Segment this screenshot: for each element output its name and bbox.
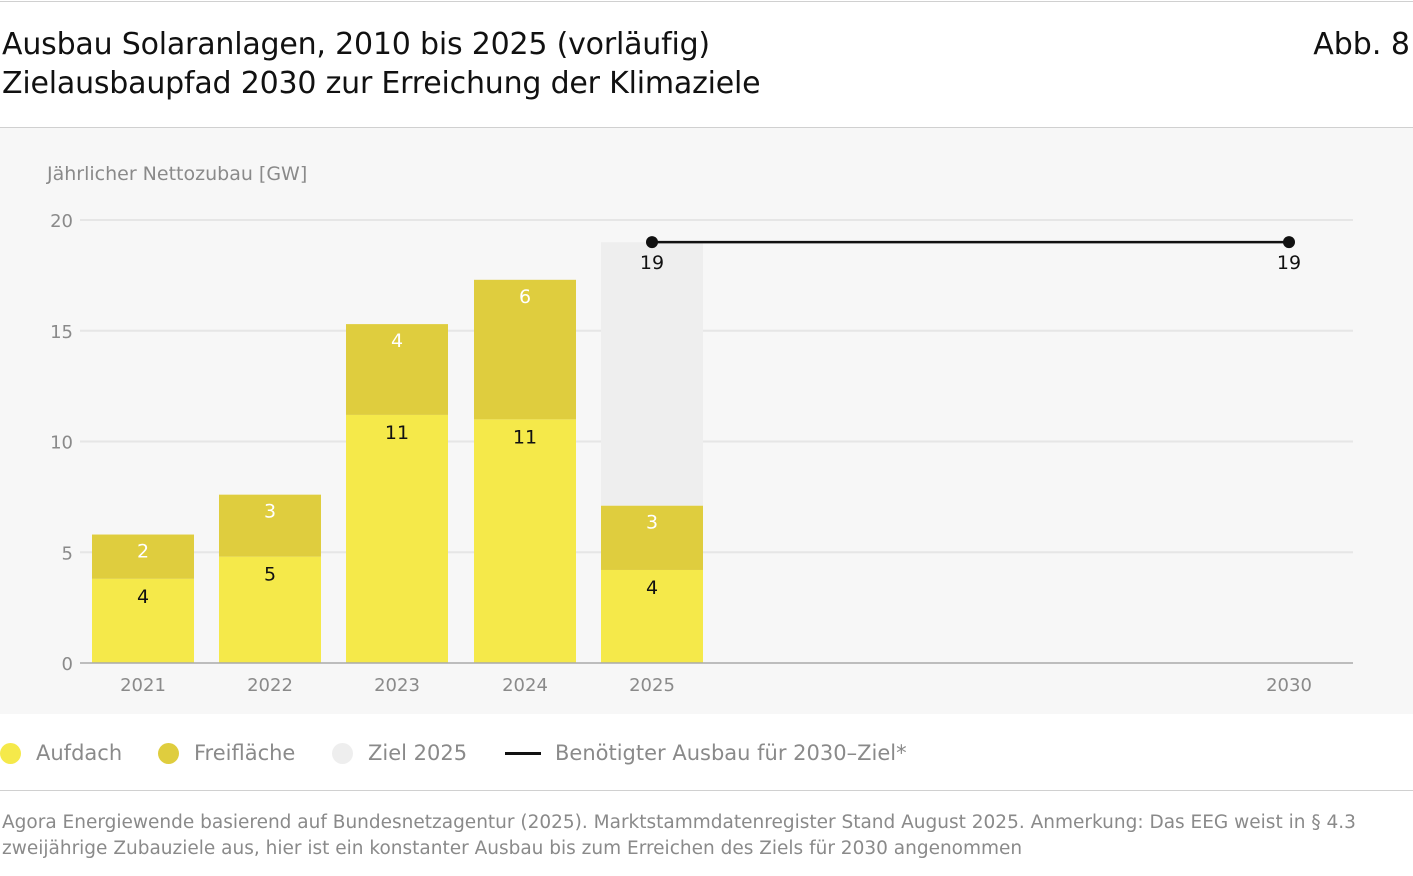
source-note-line-2: zweijährige Zubauziele aus, hier ist ein… (2, 838, 1023, 859)
legend-label: Benötigter Ausbau für 2030–Ziel* (555, 741, 907, 765)
data-label-aufdach: 11 (385, 422, 409, 444)
legend-swatch-ziel-2025 (332, 742, 353, 764)
figure-label: Abb. 8 (1313, 27, 1410, 62)
top-rule (0, 1, 1413, 2)
source-note-line-1: Agora Energiewende basierend auf Bundesn… (2, 812, 1356, 833)
data-label-freiflaeche: 3 (264, 501, 276, 523)
bar-aufdach (92, 578, 194, 663)
y-tick-label: 20 (50, 211, 73, 232)
bar-freiflaeche (92, 534, 194, 579)
chart-title: Ausbau Solaranlagen, 2010 bis 2025 (vorl… (2, 27, 710, 62)
bar-ziel-2025 (601, 242, 703, 506)
bar-aufdach (219, 556, 321, 663)
legend-label: Freifläche (194, 741, 296, 765)
x-tick-label: 2024 (502, 675, 548, 696)
footer-rule (0, 790, 1413, 791)
y-tick-label: 0 (62, 654, 73, 675)
target-line-point (646, 236, 658, 249)
x-tick-label: 2022 (247, 675, 293, 696)
data-label-freiflaeche: 2 (137, 541, 149, 563)
legend-swatch-2030-target (505, 751, 541, 755)
bar-freiflaeche (346, 324, 448, 415)
legend-label: Aufdach (36, 741, 123, 765)
y-tick-label: 10 (50, 433, 73, 454)
x-tick-label: 2025 (629, 675, 675, 696)
data-label-freiflaeche: 6 (519, 286, 531, 308)
source-note: Agora Energiewende basierend auf Bundesn… (2, 810, 1356, 862)
chart-subtitle: Zielausbaupfad 2030 zur Erreichung der K… (2, 66, 761, 101)
target-line-label: 19 (640, 252, 664, 274)
bar-aufdach (346, 414, 448, 663)
legend-swatch-aufdach (0, 742, 21, 764)
legend-item-ziel-2025: Ziel 2025 (332, 737, 467, 769)
x-tick-label: 2021 (120, 675, 166, 696)
data-label-aufdach: 4 (137, 586, 149, 608)
data-label-aufdach: 5 (264, 564, 276, 586)
target-line-label: 19 (1277, 252, 1301, 274)
y-axis-label: Jährlicher Nettozubau [GW] (46, 163, 307, 185)
legend: Aufdach Freifläche Ziel 2025 Benötigter … (0, 737, 1413, 769)
header-rule (0, 127, 1413, 128)
stacked-bar-chart: Jährlicher Nettozubau [GW] 0 5 10 15 20 4 2 5 3 11… (46, 163, 1353, 696)
legend-item-freiflaeche: Freifläche (158, 737, 295, 769)
bar-freiflaeche (219, 494, 321, 557)
data-label-freiflaeche: 3 (646, 512, 658, 534)
data-label-aufdach: 4 (646, 577, 658, 599)
target-line-point (1283, 236, 1295, 249)
y-tick-label: 15 (50, 322, 73, 343)
legend-item-2030-target: Benötigter Ausbau für 2030–Ziel* (505, 737, 907, 769)
data-label-freiflaeche: 4 (391, 330, 403, 352)
chart-panel: Jährlicher Nettozubau [GW] 0 5 10 15 20 4 2 5 3 11… (0, 128, 1413, 714)
legend-swatch-freiflaeche (158, 742, 179, 764)
bar-freiflaeche (601, 505, 703, 570)
x-tick-label: 2023 (374, 675, 420, 696)
bar-aufdach (601, 569, 703, 663)
y-tick-label: 5 (62, 543, 73, 564)
legend-label: Ziel 2025 (368, 741, 468, 765)
data-label-aufdach: 11 (513, 426, 537, 448)
legend-item-aufdach: Aufdach (0, 737, 122, 769)
bar-aufdach (474, 419, 576, 663)
bar-freiflaeche (474, 279, 576, 420)
x-tick-label: 2030 (1266, 675, 1312, 696)
